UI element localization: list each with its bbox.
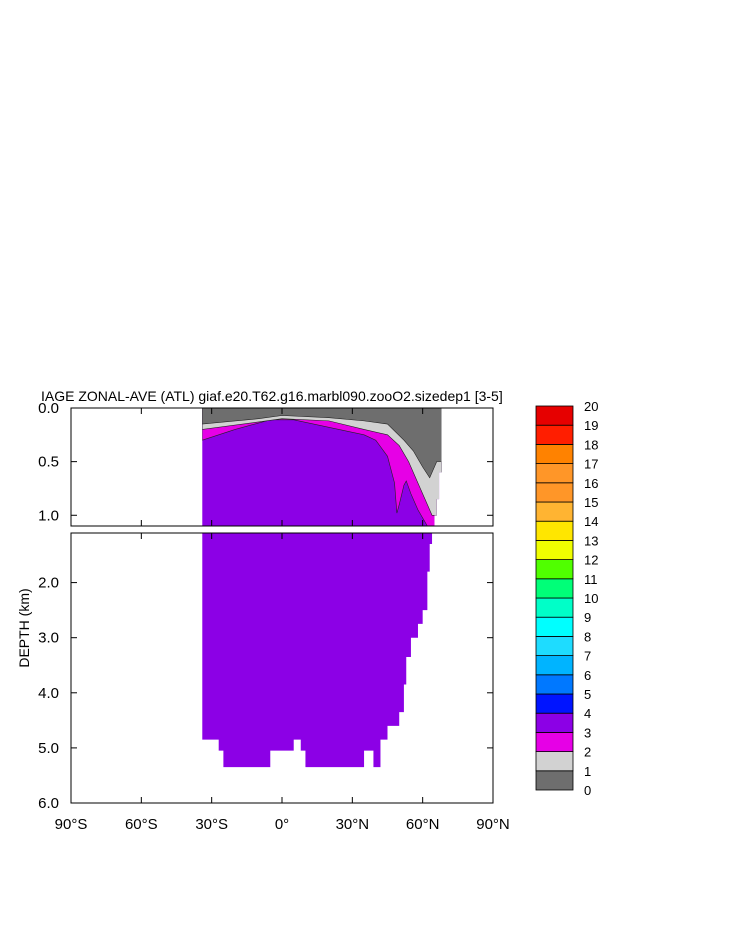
y-tick-label-lower: 3.0 xyxy=(38,630,59,647)
x-tick-label: 30°N xyxy=(336,816,370,833)
colorbar-box-0 xyxy=(535,770,574,791)
colorbar-box-11 xyxy=(535,559,574,580)
colorbar-label-15: 15 xyxy=(584,495,598,510)
colorbar-box-16 xyxy=(535,463,574,484)
colorbar-box-2 xyxy=(535,732,574,753)
colorbar-box-18 xyxy=(535,424,574,445)
upper-panel-fill xyxy=(202,408,442,526)
colorbar-box-12 xyxy=(535,540,574,561)
axes: 90°S 60°S 30°S 0° 30°N 60°N 90°N 0.0 0.5 1.0 2.0 3.… xyxy=(38,400,510,833)
colorbar-box-7 xyxy=(535,636,574,657)
colorbar-label-10: 10 xyxy=(584,591,598,606)
colorbar-label-17: 17 xyxy=(584,457,598,472)
x-tick-label: 0° xyxy=(275,816,289,833)
colorbar-box-10 xyxy=(535,578,574,599)
colorbar-label-18: 18 xyxy=(584,437,598,452)
colorbar-box-9 xyxy=(535,597,574,618)
lower-panel-fill xyxy=(202,533,435,768)
y-tick-label-lower: 5.0 xyxy=(38,740,59,757)
colorbar-box-14 xyxy=(535,501,574,522)
colorbar-label-14: 14 xyxy=(584,514,598,529)
colorbar-box-17 xyxy=(535,443,574,464)
colorbar-label-2: 2 xyxy=(584,745,591,760)
y-tick-label-upper: 0.5 xyxy=(38,454,59,471)
y-tick-label-lower: 6.0 xyxy=(38,795,59,812)
colorbar-label-5: 5 xyxy=(584,687,591,702)
y-tick-label-lower: 2.0 xyxy=(38,575,59,592)
x-tick-label: 90°S xyxy=(55,816,88,833)
colorbar-label-8: 8 xyxy=(584,629,591,644)
colorbar-box-6 xyxy=(535,655,574,676)
colorbar-box-5 xyxy=(535,674,574,695)
colorbar-box-4 xyxy=(535,693,574,714)
colorbar-label-16: 16 xyxy=(584,476,598,491)
colorbar-label-9: 9 xyxy=(584,610,591,625)
x-tick-label: 60°N xyxy=(406,816,440,833)
ocean-domain-lower xyxy=(202,533,435,768)
y-tick-label-upper: 1.0 xyxy=(38,507,59,524)
colorbar-label-7: 7 xyxy=(584,649,591,664)
chart-title: IAGE ZONAL-AVE (ATL) giaf.e20.T62.g16.ma… xyxy=(41,388,503,404)
x-tick-label: 90°N xyxy=(476,816,510,833)
colorbar-label-4: 4 xyxy=(584,706,591,721)
colorbar-label-20: 20 xyxy=(584,399,598,414)
colorbar-label-19: 19 xyxy=(584,418,598,433)
contour-band-0-1 xyxy=(202,408,442,479)
x-tick-label: 60°S xyxy=(125,816,158,833)
y-axis-label: DEPTH (km) xyxy=(16,588,32,667)
colorbar-label-3: 3 xyxy=(584,725,591,740)
y-tick-label-lower: 4.0 xyxy=(38,685,59,702)
colorbar-box-3 xyxy=(535,712,574,733)
colorbar-label-11: 11 xyxy=(584,572,598,587)
colorbar-label-13: 13 xyxy=(584,533,598,548)
colorbar-label-1: 1 xyxy=(584,764,591,779)
x-tick-label: 30°S xyxy=(195,816,228,833)
colorbar-label-0: 0 xyxy=(584,783,591,798)
colorbar-box-19 xyxy=(535,405,574,426)
colorbar-box-1 xyxy=(535,751,574,772)
colorbar-label-12: 12 xyxy=(584,553,598,568)
colorbar-box-8 xyxy=(535,616,574,637)
colorbar-box-13 xyxy=(535,520,574,541)
colorbar-label-6: 6 xyxy=(584,668,591,683)
y-tick-label-upper: 0.0 xyxy=(38,400,59,417)
colorbar-box-15 xyxy=(535,482,574,503)
